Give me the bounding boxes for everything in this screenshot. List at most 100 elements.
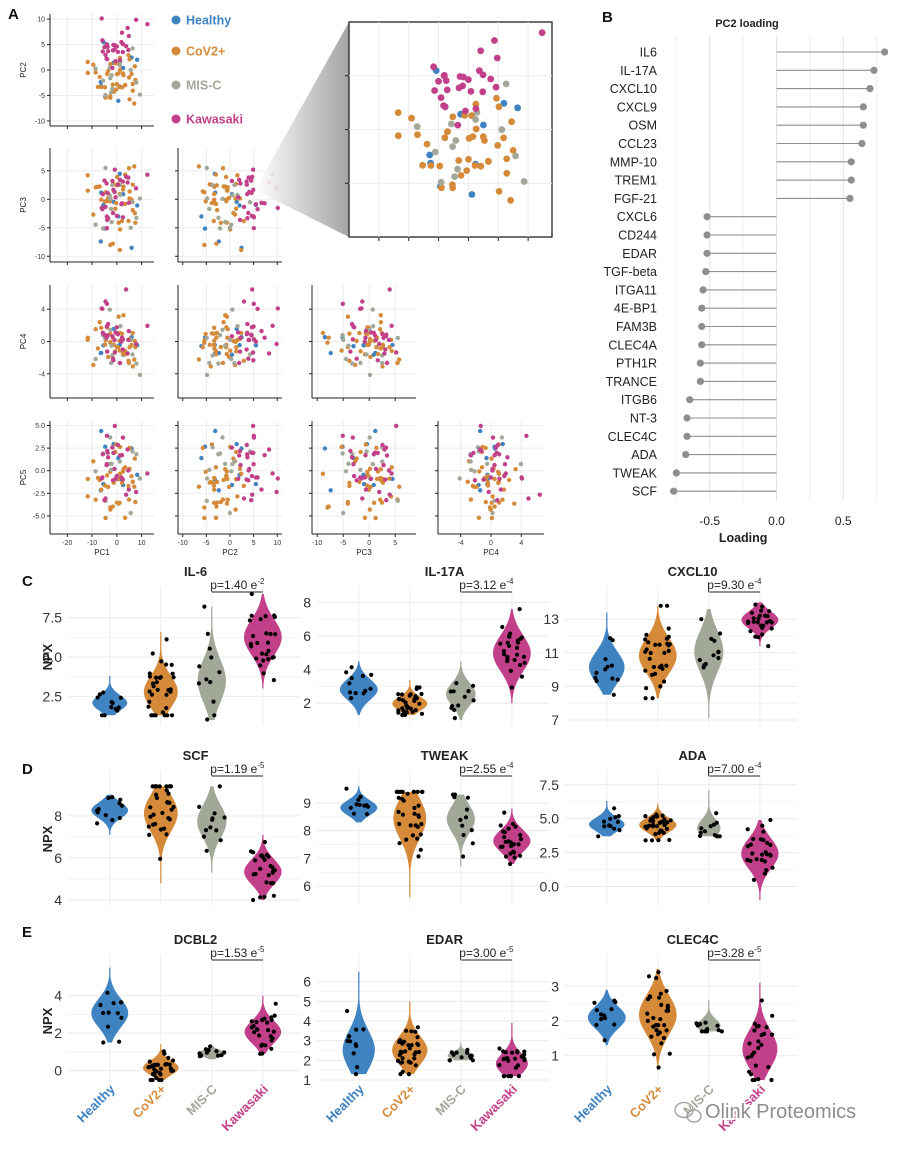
data-point: [219, 1053, 224, 1058]
data-point: [651, 1015, 656, 1021]
data-point: [668, 818, 673, 823]
panel-letter: A: [8, 6, 19, 23]
scatter-point: [100, 38, 105, 43]
data-point: [506, 839, 511, 844]
scatter-point: [102, 498, 107, 503]
p-value-label: p=1.19 e-5: [210, 761, 265, 776]
data-point: [511, 850, 517, 855]
data-point: [643, 814, 648, 819]
data-point: [521, 654, 527, 659]
data-point: [712, 638, 717, 643]
data-point: [716, 655, 721, 661]
data-point: [768, 842, 773, 848]
data-point: [615, 819, 621, 825]
data-point: [417, 685, 422, 690]
violin-cov2-: [638, 605, 677, 699]
data-point: [522, 1056, 527, 1061]
data-point: [501, 648, 506, 654]
violin-healthy: [339, 661, 378, 715]
scatter-point: [387, 287, 392, 292]
data-point: [406, 1072, 412, 1077]
data-point: [768, 817, 773, 823]
scatter-point: [457, 172, 465, 179]
y-tick-label: 2.5: [35, 446, 45, 453]
data-point: [403, 1049, 408, 1054]
scatter-point: [354, 478, 359, 483]
data-point: [149, 692, 155, 697]
scatter-point: [492, 476, 497, 482]
data-point: [465, 1047, 470, 1052]
scatter-point: [115, 332, 121, 337]
data-point: [500, 844, 505, 849]
data-point: [147, 674, 152, 679]
scatter-point: [100, 330, 106, 335]
data-point: [703, 661, 708, 667]
scatter-point: [103, 444, 108, 449]
scatter-point: [500, 441, 505, 447]
data-point: [761, 829, 766, 834]
data-point: [454, 681, 459, 686]
scatter-point: [108, 196, 113, 201]
data-point: [197, 804, 202, 810]
scatter-point: [494, 142, 502, 149]
scatter-point: [129, 71, 134, 77]
scatter-point: [423, 140, 431, 148]
scatter-point: [340, 301, 345, 306]
scatter-point: [104, 433, 110, 438]
scatter-point: [85, 337, 90, 342]
y-tick-label: 5.0: [43, 649, 63, 665]
data-point: [99, 713, 105, 718]
scatter-point: [112, 337, 117, 343]
data-point: [222, 815, 227, 820]
data-point: [643, 696, 648, 701]
data-point: [154, 784, 159, 789]
data-point: [519, 674, 525, 679]
data-point: [170, 671, 175, 676]
data-point: [699, 617, 704, 622]
scatter-point: [120, 347, 126, 352]
scatter-point: [105, 455, 111, 460]
p-value-label: p=3.12 e-4: [459, 577, 514, 592]
legend-swatch: [171, 80, 181, 90]
data-point: [506, 826, 511, 831]
data-point: [412, 805, 417, 811]
scatter-point: [380, 342, 386, 347]
data-point: [759, 998, 764, 1003]
scatter-point: [339, 444, 344, 450]
scatter-point: [100, 78, 106, 83]
y-tick-label: 10: [37, 17, 45, 24]
data-point: [262, 839, 267, 845]
y-tick-label: 11: [544, 645, 559, 661]
scatter-point: [364, 449, 369, 454]
data-point: [646, 974, 652, 979]
data-point: [266, 640, 271, 645]
scatter-point: [360, 299, 365, 304]
data-point: [404, 1028, 409, 1033]
scatter-point: [524, 433, 529, 438]
data-point: [264, 652, 269, 657]
scatter-point: [202, 340, 207, 345]
scatter-point: [477, 47, 485, 55]
data-point: [752, 1028, 757, 1033]
data-point: [258, 866, 263, 871]
scatter-point: [209, 331, 215, 336]
scatter-point: [231, 338, 236, 344]
scatter-point: [485, 157, 492, 165]
scatter-point: [99, 428, 104, 434]
data-point: [147, 689, 152, 694]
lollipop-dot: [703, 249, 711, 257]
data-point: [360, 673, 365, 679]
data-point: [512, 657, 517, 663]
x-category-label: MIS-C: [183, 1081, 220, 1118]
data-point: [164, 692, 169, 697]
y-tick-label: 2: [303, 1052, 311, 1068]
data-point: [408, 706, 413, 711]
scatter-point: [480, 121, 487, 129]
data-point: [400, 1056, 405, 1061]
scatter-point: [441, 103, 449, 111]
data-point: [151, 812, 156, 817]
scatter-point: [452, 137, 460, 144]
scatter-point: [100, 226, 106, 231]
scatter-pc3-pc5: -10 -5 0 5 PC3: [309, 421, 416, 557]
scatter-point: [371, 500, 377, 505]
